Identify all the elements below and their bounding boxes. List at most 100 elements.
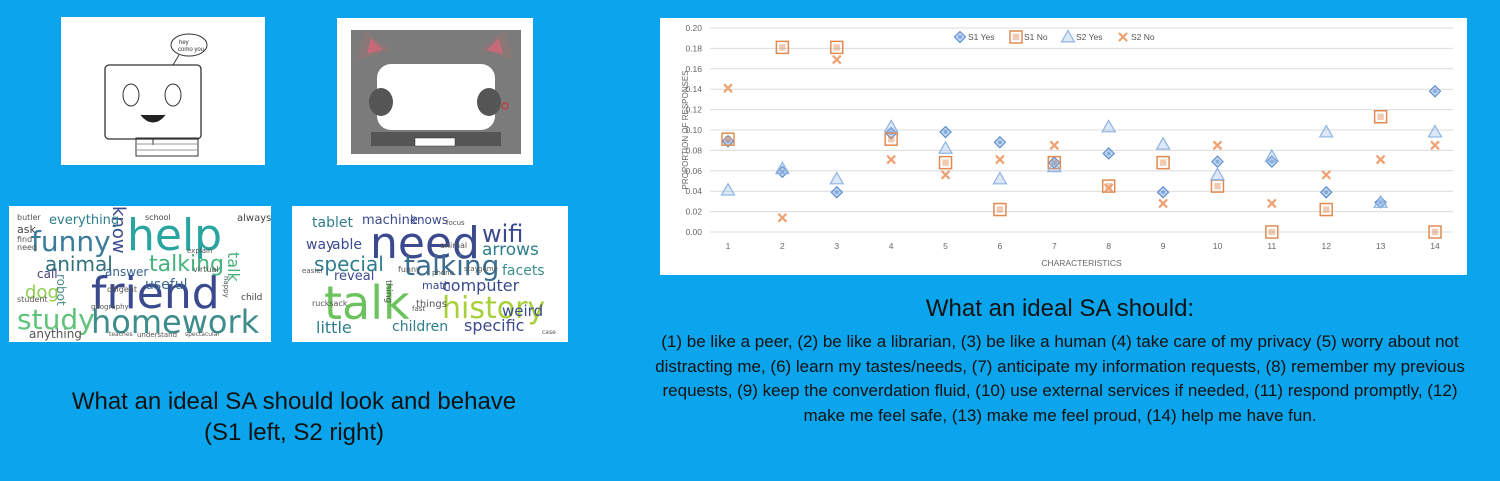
- data-point-s2-no: [777, 212, 788, 223]
- wordcloud-word: special: [314, 252, 384, 276]
- data-point-s1-yes: [721, 134, 735, 148]
- wordcloud-word: spectacular: [185, 331, 220, 338]
- y-tick-label: 0.16: [685, 64, 702, 74]
- left-caption-line1: What an ideal SA should look and behave: [71, 388, 517, 415]
- wordcloud-word: happy: [222, 276, 230, 298]
- wordcloud-word: child: [241, 293, 263, 303]
- data-point-s1-no: [938, 155, 953, 170]
- right-body: (1) be like a peer, (2) be like a librar…: [655, 332, 1465, 425]
- data-point-s2-no: [1049, 140, 1060, 151]
- wordcloud-word: diligent: [107, 285, 137, 294]
- wordcloud-word: explain: [187, 247, 213, 255]
- data-point-s2-yes: [883, 119, 899, 133]
- drawing-s1-sketch: hey como you: [104, 33, 208, 157]
- data-point-s2-yes: [992, 171, 1008, 185]
- wordcloud-word: wifi: [482, 220, 524, 248]
- data-point-s2-yes: [829, 171, 845, 185]
- wordcloud-word: geography: [91, 303, 129, 311]
- wordcloud-word: stay: [464, 265, 479, 273]
- wordcloud-word: talking: [149, 252, 224, 277]
- wordcloud-word: understand: [137, 331, 178, 339]
- x-tick-label: 10: [1213, 241, 1223, 251]
- data-point-s2-no: [940, 170, 951, 180]
- data-point-s2-no: [1430, 140, 1440, 151]
- x-tick-label: 3: [834, 241, 839, 251]
- wordcloud-word: anything: [29, 327, 82, 341]
- data-point-s2-yes: [720, 182, 736, 196]
- wordcloud-word: reveal: [334, 269, 375, 284]
- y-tick-label: 0.00: [685, 227, 702, 237]
- y-tick-label: 0.14: [685, 84, 702, 94]
- chart-panel: 0.00 0.02 0.04 0.06 0.08 0.10 0.12 0.14 0.16 0.18…: [660, 18, 1467, 275]
- data-point-s2-no: [1158, 198, 1168, 209]
- data-point-s1-no: [1428, 225, 1442, 239]
- wordcloud-word: rucksack: [312, 299, 348, 308]
- legend-marker: [1009, 30, 1023, 44]
- data-point-s1-yes: [776, 165, 789, 179]
- data-point-s2-yes: [1427, 124, 1443, 138]
- data-point-s1-no: [1047, 155, 1062, 170]
- wordcloud-word: find: [17, 235, 33, 244]
- wordcloud-word: thing: [383, 280, 393, 304]
- wordcloud-s2: need talk talking history wifi special arrows f…: [292, 206, 568, 342]
- data-point-s1-yes: [1156, 185, 1170, 199]
- data-point-s2-yes: [1155, 136, 1171, 150]
- x-tick-label: 13: [1376, 241, 1386, 251]
- wordcloud-word: useful: [145, 277, 188, 293]
- wordcloud-word: way: [306, 237, 335, 253]
- wordcloud-word: school: [145, 213, 171, 222]
- y-tick-label: 0.12: [685, 105, 702, 115]
- wordcloud-word: arrows: [482, 240, 539, 260]
- scatter-chart: 0.00 0.02 0.04 0.06 0.08 0.10 0.12 0.14 0.16 0.18…: [681, 23, 1453, 268]
- data-point-s1-no: [830, 40, 844, 55]
- y-tick-label: 0.06: [685, 166, 702, 176]
- data-point-s1-yes: [830, 185, 844, 199]
- wordcloud-word: help: [127, 210, 223, 261]
- data-point-s2-no: [1375, 154, 1386, 165]
- data-point-s1-yes: [939, 125, 952, 139]
- data-point-s1-no: [993, 202, 1007, 217]
- wordcloud-word: fast: [412, 305, 426, 313]
- data-point-s2-yes: [1373, 194, 1389, 208]
- x-tick-label: 1: [726, 241, 731, 251]
- wordcloud-word: talk: [324, 276, 410, 330]
- wordcloud-word: phone: [432, 269, 454, 277]
- data-point-s2-no: [995, 154, 1005, 165]
- left-caption-line2: (S1 left, S2 right): [203, 419, 385, 446]
- wordcloud-word: math: [422, 279, 451, 292]
- y-tick-label: 0.04: [685, 186, 702, 196]
- wordcloud-word: game: [478, 265, 498, 273]
- data-point-s1-yes: [993, 135, 1007, 149]
- wordcloud-word: everything: [49, 213, 120, 228]
- data-point-s2-no: [886, 154, 896, 165]
- svg-text:como you: como you: [178, 47, 204, 53]
- legend-label: S2 No: [1131, 32, 1155, 42]
- wordcloud-word: animal: [45, 252, 113, 276]
- data-point-s1-yes: [1428, 84, 1442, 98]
- x-tick-label: 5: [943, 241, 948, 251]
- wordcloud-s1: help friend homework study funny talking anima…: [9, 206, 271, 342]
- wordcloud-word: children: [392, 319, 449, 335]
- data-point-s2-yes: [1209, 167, 1225, 181]
- legend-label: S1 Yes: [968, 32, 994, 42]
- drawing-bubble-text: hey: [179, 40, 189, 46]
- x-tick-label: 14: [1430, 241, 1440, 251]
- data-point-s2-no: [1212, 140, 1223, 151]
- data-point-s2-no: [1103, 183, 1114, 193]
- wordcloud-word: tablet: [312, 215, 353, 231]
- x-tick-label: 4: [889, 241, 894, 251]
- wordcloud-word: talking: [404, 249, 500, 282]
- legend-label: S2 Yes: [1076, 32, 1102, 42]
- wordcloud-word: case: [542, 329, 556, 336]
- data-point-s1-no: [1156, 155, 1170, 170]
- data-point-s1-no: [1373, 109, 1388, 124]
- wordcloud-word: answer: [105, 265, 149, 279]
- x-tick-label: 9: [1161, 241, 1166, 251]
- legend-label: S1 No: [1024, 32, 1048, 42]
- wordcloud-word: computer: [442, 276, 520, 295]
- wordcloud-word: specific: [464, 316, 525, 335]
- wordcloud-word: things: [416, 299, 447, 310]
- y-tick-label: 0.20: [685, 23, 702, 33]
- wordcloud-word: funny: [31, 225, 111, 258]
- data-point-s2-yes: [1101, 119, 1117, 133]
